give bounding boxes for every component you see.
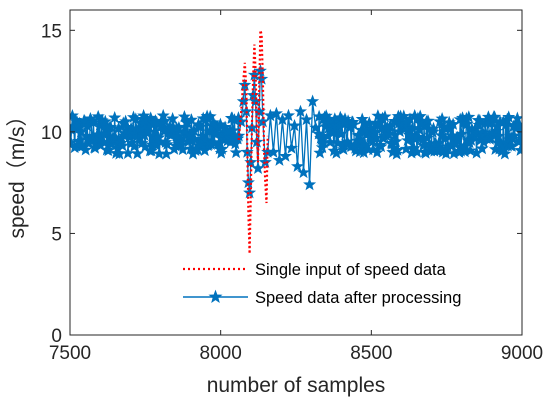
data-point-star xyxy=(290,159,305,173)
data-point-star xyxy=(238,78,252,91)
data-point-star xyxy=(299,112,314,126)
data-point-star xyxy=(460,117,474,130)
y-tick-label: 5 xyxy=(51,224,62,245)
data-point-star xyxy=(158,114,172,127)
plot-area xyxy=(70,10,522,335)
data-point-star xyxy=(405,121,419,134)
x-tick-label: 7500 xyxy=(49,343,91,364)
series-single-input-line xyxy=(237,29,269,254)
data-point-star xyxy=(124,121,138,135)
data-point-star xyxy=(502,110,516,123)
data-point-star xyxy=(269,106,283,120)
data-point-star xyxy=(389,134,403,148)
data-point-star xyxy=(215,142,229,155)
data-point-star xyxy=(293,104,308,118)
data-point-star xyxy=(498,147,512,160)
data-point-star xyxy=(108,110,122,124)
data-point-star xyxy=(281,108,296,122)
data-point-star xyxy=(512,135,522,148)
legend-label-single-input: Single input of speed data xyxy=(255,261,447,279)
y-tick-label: 10 xyxy=(41,123,62,144)
data-point-star xyxy=(362,116,376,129)
data-point-star xyxy=(340,134,354,148)
data-point-star xyxy=(420,131,434,144)
data-point-star xyxy=(435,112,449,125)
data-point-star xyxy=(323,135,337,148)
data-point-star xyxy=(378,109,392,123)
data-point-star xyxy=(306,94,320,108)
data-point-star xyxy=(475,141,489,155)
data-point-star xyxy=(421,114,435,127)
y-axis-label: speed（m/s） xyxy=(6,105,29,238)
data-point-star xyxy=(159,147,173,160)
data-point-star xyxy=(374,139,388,153)
data-point-star xyxy=(514,143,522,156)
legend-star-icon xyxy=(208,289,223,304)
data-point-star xyxy=(166,111,180,125)
data-point-star xyxy=(127,139,141,152)
data-point-star xyxy=(309,120,323,134)
data-point-star xyxy=(104,120,118,133)
x-tick-label: 8500 xyxy=(350,343,392,364)
x-tick-label: 8000 xyxy=(200,343,242,364)
data-point-star xyxy=(156,108,170,122)
data-point-star xyxy=(250,135,264,148)
y-tick-label: 15 xyxy=(41,21,62,42)
data-point-star xyxy=(288,118,301,132)
data-point-star xyxy=(358,137,372,150)
data-point-star xyxy=(229,145,243,159)
data-point-star xyxy=(115,138,130,152)
data-point-star xyxy=(426,121,441,135)
legend-label-processed: Speed data after processing xyxy=(255,289,461,307)
data-point-star xyxy=(203,109,217,123)
data-point-star xyxy=(463,143,477,157)
data-point-star xyxy=(383,119,397,133)
data-point-star xyxy=(239,104,253,118)
x-axis-label: number of samples xyxy=(207,374,386,397)
data-point-star xyxy=(514,124,522,137)
data-point-star xyxy=(303,177,317,191)
data-point-star xyxy=(177,109,191,123)
data-point-star xyxy=(258,155,272,168)
data-point-star xyxy=(137,108,151,122)
data-point-star xyxy=(243,185,257,199)
data-point-star xyxy=(473,113,487,127)
data-point-star xyxy=(79,143,93,156)
y-tick-label: 0 xyxy=(51,326,62,347)
data-point-star xyxy=(226,123,240,136)
axes-box xyxy=(69,9,523,336)
data-point-star xyxy=(278,149,293,162)
data-point-star xyxy=(413,109,427,122)
data-point-star xyxy=(119,114,133,127)
data-point-star xyxy=(462,110,476,123)
data-point-star xyxy=(284,141,299,154)
data-point-star xyxy=(101,143,115,157)
data-point-star xyxy=(491,129,506,142)
data-point-star xyxy=(334,127,348,140)
data-point-star xyxy=(184,113,198,126)
data-point-star xyxy=(255,72,269,85)
data-point-star xyxy=(397,109,411,122)
data-point-star xyxy=(108,130,122,144)
data-point-star xyxy=(347,117,361,131)
data-point-star xyxy=(455,127,469,140)
data-point-star xyxy=(193,120,207,133)
data-point-star xyxy=(296,165,311,179)
series-processed-markers xyxy=(70,64,522,199)
data-point-star xyxy=(266,145,280,158)
legend: Single input of speed data Speed data af… xyxy=(183,261,461,307)
data-point-star xyxy=(160,137,174,151)
x-tick-label: 9000 xyxy=(501,343,543,364)
data-point-star xyxy=(489,124,503,137)
data-point-star xyxy=(240,145,254,158)
